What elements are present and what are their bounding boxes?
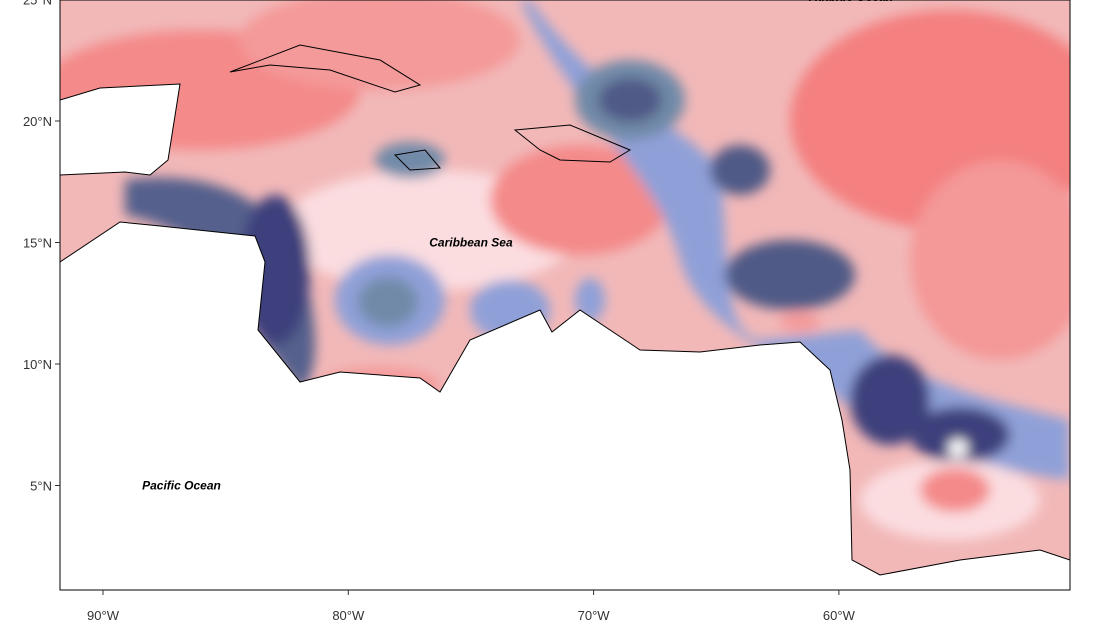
lat-tick-label: 5°N (30, 479, 52, 494)
island (513, 124, 632, 163)
land (60, 221, 1070, 590)
land (60, 83, 181, 176)
axes: 25°N 20°N 15°N 10°N 5°N 90°W 80°W 70°W 60°W (23, 0, 856, 623)
lat-tick-label: 25°N (23, 0, 52, 8)
lon-tick-label: 70°W (578, 608, 611, 623)
lon-tick-label: 80°W (332, 608, 365, 623)
ocean-label: Pacific Ocean (142, 479, 221, 493)
lon-tick-label: 90°W (87, 608, 120, 623)
island (393, 149, 442, 171)
lat-tick-label: 10°N (23, 357, 52, 372)
labels: Atlantic Ocean Caribbean Sea Pacific Ocean (142, 0, 893, 493)
lat-tick-label: 15°N (23, 236, 52, 251)
ocean-label: Caribbean Sea (429, 236, 513, 250)
field (60, 0, 1070, 590)
frame (59, 0, 1071, 591)
lon-tick-label: 60°W (823, 608, 856, 623)
lat-tick-label: 20°N (23, 114, 52, 129)
island (229, 44, 422, 93)
ocean-label: Atlantic Ocean (808, 0, 893, 4)
